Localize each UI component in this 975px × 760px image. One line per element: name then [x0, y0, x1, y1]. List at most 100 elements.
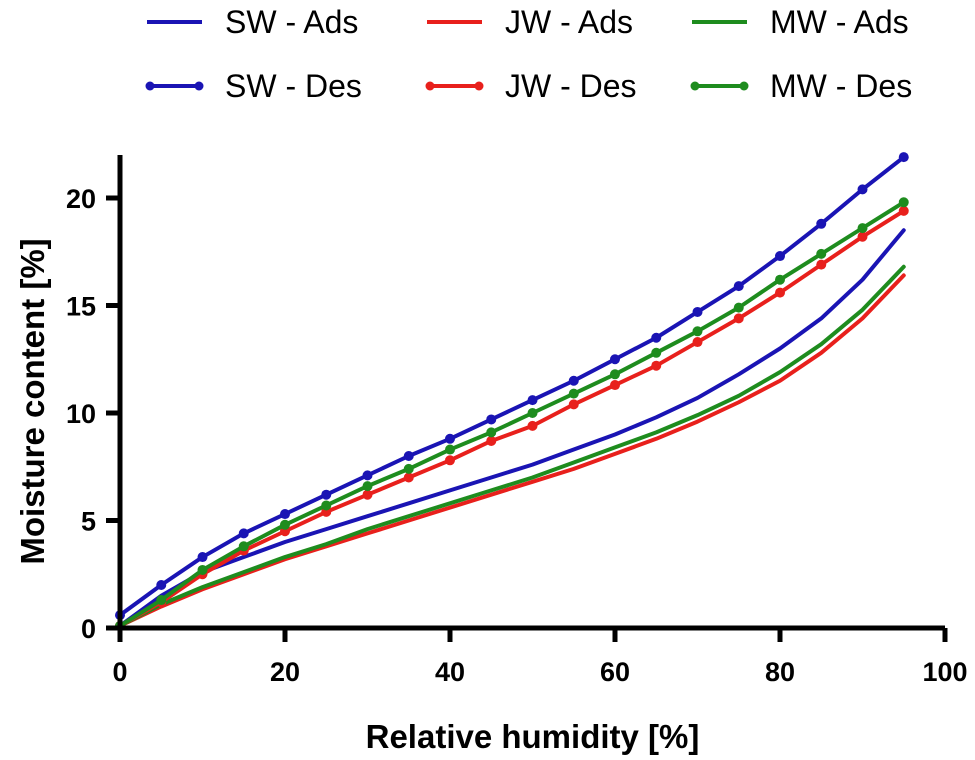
x-axis-title: Relative humidity [%] — [366, 718, 700, 755]
data-point — [816, 259, 827, 270]
legend-label: JW - Des — [505, 68, 637, 104]
data-point — [403, 463, 414, 474]
data-point — [321, 489, 332, 500]
legend-item-sw-des: SW - Des — [145, 68, 362, 104]
data-point — [733, 313, 744, 324]
x-tick-label: 80 — [765, 657, 795, 687]
y-tick-label: 15 — [66, 292, 96, 322]
series-sw-des — [115, 152, 909, 621]
series-line-mw-ads — [118, 264, 906, 628]
series-jw-ads — [118, 273, 906, 628]
data-point — [651, 332, 662, 343]
x-tick-label: 100 — [922, 657, 967, 687]
data-point — [651, 347, 662, 358]
data-point — [445, 455, 455, 466]
data-point — [857, 223, 868, 234]
data-point — [403, 451, 414, 461]
data-point — [775, 274, 785, 285]
x-tick-label: 60 — [600, 657, 630, 687]
data-point — [362, 470, 373, 481]
data-point — [527, 408, 538, 418]
series-line-mw-des — [118, 200, 906, 628]
legend-label: MW - Des — [770, 68, 912, 104]
data-point — [775, 287, 785, 298]
legend-label: SW - Des — [225, 68, 362, 104]
x-tick-label: 20 — [270, 657, 300, 687]
y-axis-ticks: 0 5 10 15 20 — [66, 184, 120, 644]
legend-marker — [425, 81, 435, 91]
legend-label: JW - Ads — [505, 4, 633, 40]
data-point — [816, 218, 827, 229]
legend-label: MW - Ads — [770, 4, 909, 40]
series-line-sw-des — [118, 155, 906, 618]
series-mw-ads — [118, 264, 906, 628]
data-point — [527, 395, 538, 406]
data-point — [445, 444, 455, 455]
y-tick-label: 10 — [66, 399, 96, 429]
data-point — [733, 302, 744, 313]
legend-label: SW - Ads — [225, 4, 358, 40]
x-tick-label: 0 — [112, 657, 127, 687]
data-point — [362, 489, 373, 500]
x-tick-label: 40 — [435, 657, 465, 687]
legend-marker — [194, 81, 204, 91]
y-tick-label: 0 — [81, 614, 96, 644]
legend-marker — [145, 81, 155, 91]
legend-marker — [474, 81, 484, 91]
data-point — [733, 281, 744, 292]
series-mw-des — [115, 197, 909, 631]
data-point — [610, 354, 620, 365]
legend-marker — [690, 81, 700, 91]
data-point — [898, 152, 909, 163]
data-point — [898, 197, 909, 208]
legend-item-sw-ads: SW - Ads — [147, 4, 358, 40]
legend-marker — [739, 81, 749, 91]
data-point — [238, 528, 249, 539]
data-point — [857, 184, 868, 195]
y-axis-title: Moisture content [%] — [14, 238, 51, 564]
data-point — [610, 380, 620, 391]
data-point — [651, 360, 662, 371]
series-line-sw-ads — [118, 228, 906, 628]
data-point — [321, 500, 332, 511]
data-point — [692, 326, 703, 337]
data-point — [692, 337, 703, 348]
legend-item-mw-des: MW - Des — [690, 68, 912, 104]
data-point — [156, 580, 167, 590]
data-point — [362, 481, 373, 492]
data-point — [197, 564, 208, 575]
data-point — [568, 399, 579, 410]
data-point — [445, 433, 455, 444]
y-tick-label: 5 — [81, 507, 96, 537]
y-tick-label: 20 — [66, 184, 96, 214]
data-point — [486, 427, 497, 438]
axes: 0 20 40 60 80 100 0 5 10 15 20 — [66, 155, 968, 687]
data-point — [775, 251, 785, 262]
data-point — [857, 231, 868, 242]
legend-item-mw-ads: MW - Ads — [692, 4, 909, 40]
data-point — [280, 509, 290, 520]
data-point — [610, 369, 620, 380]
legend-item-jw-des: JW - Des — [425, 68, 637, 104]
series-line-jw-des — [118, 208, 906, 628]
legend: SW - Ads JW - Ads MW - Ads SW - Des JW - Des… — [145, 4, 912, 104]
data-point — [486, 414, 497, 425]
x-axis-ticks: 0 20 40 60 80 100 — [112, 628, 968, 687]
series-sw-ads — [118, 228, 906, 628]
series-line-jw-ads — [118, 273, 906, 628]
legend-item-jw-ads: JW - Ads — [427, 4, 633, 40]
data-point — [898, 205, 909, 216]
data-point — [568, 375, 579, 386]
data-point — [238, 541, 249, 552]
plot-area — [115, 152, 909, 631]
data-point — [156, 595, 167, 606]
data-point — [403, 472, 414, 483]
data-point — [816, 248, 827, 259]
data-point — [197, 552, 208, 563]
data-point — [280, 519, 290, 530]
data-point — [692, 306, 703, 317]
data-point — [568, 388, 579, 399]
series-jw-des — [115, 205, 909, 631]
data-point — [486, 435, 497, 446]
